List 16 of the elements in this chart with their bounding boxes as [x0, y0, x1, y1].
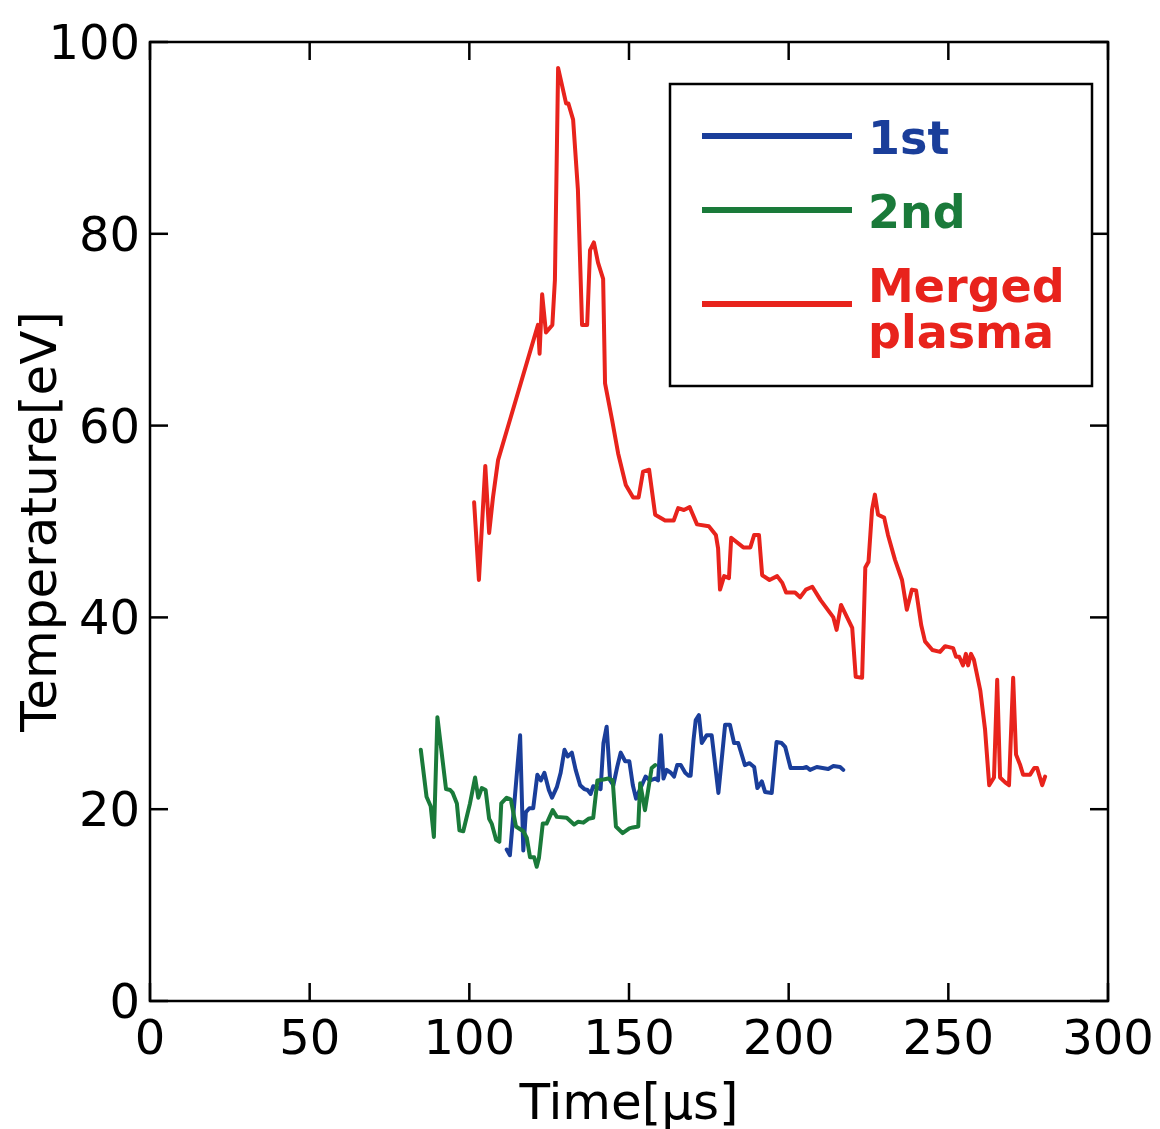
legend-label: Merged plasma [868, 259, 1065, 359]
x-tick-label: 250 [902, 1009, 995, 1065]
x-tick-label: 300 [1062, 1009, 1154, 1065]
y-tick-label: 100 [48, 14, 140, 70]
y-tick-label: 20 [78, 781, 140, 838]
x-tick-label: 50 [279, 1009, 341, 1065]
x-tick-label: 200 [742, 1009, 835, 1065]
x-axis-title: Time[μs] [518, 1073, 739, 1129]
y-tick-label: 60 [78, 397, 140, 454]
legend-label: 2nd [868, 185, 966, 239]
y-tick-label: 80 [78, 205, 140, 262]
y-axis-title: Temperature[eV] [10, 311, 68, 733]
y-tick-label: 40 [78, 589, 140, 646]
legend-label: 1st [868, 111, 950, 165]
x-tick-label: 100 [423, 1009, 516, 1065]
x-tick-label: 150 [583, 1009, 675, 1065]
